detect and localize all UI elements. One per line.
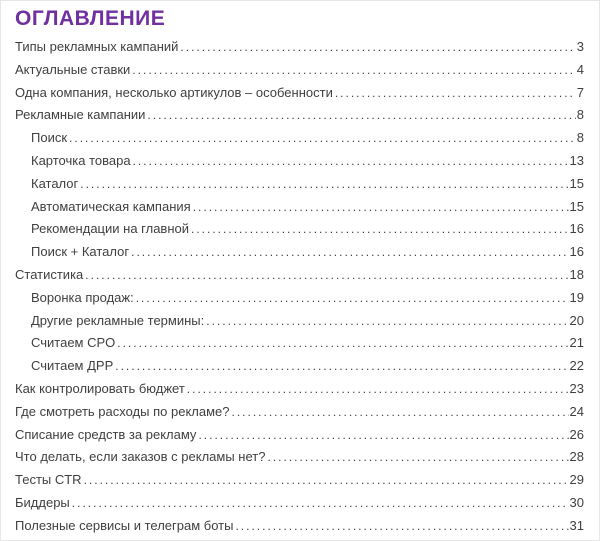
toc-entry-page: 24 (569, 403, 584, 419)
toc-entry[interactable]: Поиск + Каталог 16 (15, 241, 584, 264)
toc-entry-page: 22 (569, 358, 584, 374)
toc-dot-leader (198, 424, 568, 447)
toc-entry-page: 23 (569, 380, 584, 396)
toc-entry-page: 3 (576, 39, 584, 54)
toc-entry-label: Считаем ДРР (31, 358, 114, 374)
toc-entry-page: 15 (569, 198, 584, 214)
toc-entry[interactable]: Биддеры 30 (15, 492, 584, 515)
toc-entry-label: Полезные сервисы и телеграм боты (15, 517, 234, 533)
toc-entry-page: 21 (569, 335, 584, 351)
toc-dot-leader (147, 104, 575, 127)
toc-dot-leader (193, 196, 569, 219)
toc-entry-page: 26 (569, 426, 584, 442)
toc-entry[interactable]: Полезные сервисы и телеграм боты 31 (15, 515, 584, 538)
toc-entry-label: Типы рекламных кампаний (15, 39, 179, 54)
toc-entry-page: 13 (569, 152, 584, 168)
toc-dot-leader (115, 355, 568, 378)
toc-entry-page: 29 (569, 472, 584, 488)
toc-dot-leader (131, 241, 568, 264)
toc-entry-label: Карточка товара (31, 152, 131, 168)
toc-dot-leader (232, 401, 569, 424)
toc-dot-leader (187, 378, 569, 401)
toc-dot-leader (180, 36, 575, 59)
toc-entry[interactable]: Рекламные кампании 8 (15, 104, 584, 127)
toc-dot-leader (267, 446, 568, 469)
toc-entry-page: 31 (569, 517, 584, 533)
toc-entry-page: 4 (576, 61, 584, 77)
toc-entry-label: Воронка продаж: (31, 289, 134, 305)
toc-entry-page: 15 (569, 175, 584, 191)
toc-entry[interactable]: Где смотреть расходы по рекламе? 24 (15, 401, 584, 424)
toc-entry-label: Списание средств за рекламу (15, 426, 197, 442)
toc-dot-leader (191, 218, 569, 241)
toc-list: Типы рекламных кампаний 3 Актуальные ставк… (15, 36, 584, 538)
toc-entry[interactable]: Списание средств за рекламу 26 (15, 424, 584, 447)
toc-entry[interactable]: Статистика 18 (15, 264, 584, 287)
toc-entry[interactable]: Рекомендации на главной 16 (15, 218, 584, 241)
toc-entry-label: Автоматическая кампания (31, 198, 191, 214)
toc-entry[interactable]: Воронка продаж: 19 (15, 287, 584, 310)
toc-dot-leader (84, 469, 569, 492)
toc-entry-page: 18 (569, 266, 584, 282)
toc-entry-label: Что делать, если заказов с рекламы нет? (15, 449, 266, 465)
toc-entry[interactable]: Актуальные ставки 4 (15, 59, 584, 82)
toc-entry-page: 8 (576, 130, 584, 146)
toc-dot-leader (117, 332, 568, 355)
toc-entry[interactable]: Как контролировать бюджет 23 (15, 378, 584, 401)
toc-entry[interactable]: Что делать, если заказов с рекламы нет? 2… (15, 446, 584, 469)
toc-dot-leader (85, 264, 568, 287)
page-title: ОГЛАВЛЕНИЕ (15, 7, 166, 30)
toc-entry-page: 20 (569, 312, 584, 328)
toc-entry[interactable]: Одна компания, несколько артикулов – осо… (15, 82, 584, 105)
toc-entry[interactable]: Карточка товара 13 (15, 150, 584, 173)
toc-entry[interactable]: Каталог 15 (15, 173, 584, 196)
toc-entry[interactable]: Другие рекламные термины: 20 (15, 310, 584, 333)
toc-entry-page: 28 (569, 449, 584, 465)
toc-entry-label: Поиск (31, 130, 68, 146)
toc-entry-page: 7 (576, 84, 584, 100)
toc-entry-page: 30 (569, 494, 584, 510)
toc-dot-leader (132, 59, 575, 82)
toc-dot-leader (69, 127, 576, 150)
toc-entry[interactable]: Автоматическая кампания 15 (15, 196, 584, 219)
toc-dot-leader (72, 492, 569, 515)
toc-entry-label: Считаем CPO (31, 335, 116, 351)
toc-entry-label: Как контролировать бюджет (15, 380, 185, 396)
toc-entry-label: Другие рекламные термины: (31, 312, 205, 328)
toc-entry-page: 16 (569, 221, 584, 237)
toc-entry-label: Актуальные ставки (15, 61, 131, 77)
toc-entry-label: Рекламные кампании (15, 107, 146, 123)
toc-dot-leader (136, 287, 569, 310)
toc-entry-page: 19 (569, 289, 584, 305)
toc-dot-leader (335, 82, 576, 105)
toc-dot-leader (206, 310, 568, 333)
toc-entry[interactable]: Типы рекламных кампаний 3 (15, 36, 584, 59)
toc-entry-label: Каталог (31, 175, 79, 191)
toc-entry-label: Рекомендации на главной (31, 221, 190, 237)
toc-entry-page: 8 (576, 107, 584, 123)
toc-dot-leader (80, 173, 568, 196)
toc-entry-label: Поиск + Каталог (31, 244, 130, 260)
toc-entry[interactable]: Поиск 8 (15, 127, 584, 150)
toc-entry[interactable]: Считаем ДРР 22 (15, 355, 584, 378)
toc-entry-label: Биддеры (15, 494, 70, 510)
toc-entry-page: 16 (569, 244, 584, 260)
toc-dot-leader (133, 150, 569, 173)
toc-entry-label: Статистика (15, 266, 84, 282)
toc-entry-label: Тесты CTR (15, 472, 82, 488)
toc-entry[interactable]: Тесты CTR 29 (15, 469, 584, 492)
toc-dot-leader (235, 515, 568, 538)
toc-entry-label: Где смотреть расходы по рекламе? (15, 403, 230, 419)
toc-entry[interactable]: Считаем CPO 21 (15, 332, 584, 355)
toc-entry-label: Одна компания, несколько артикулов – осо… (15, 84, 333, 100)
